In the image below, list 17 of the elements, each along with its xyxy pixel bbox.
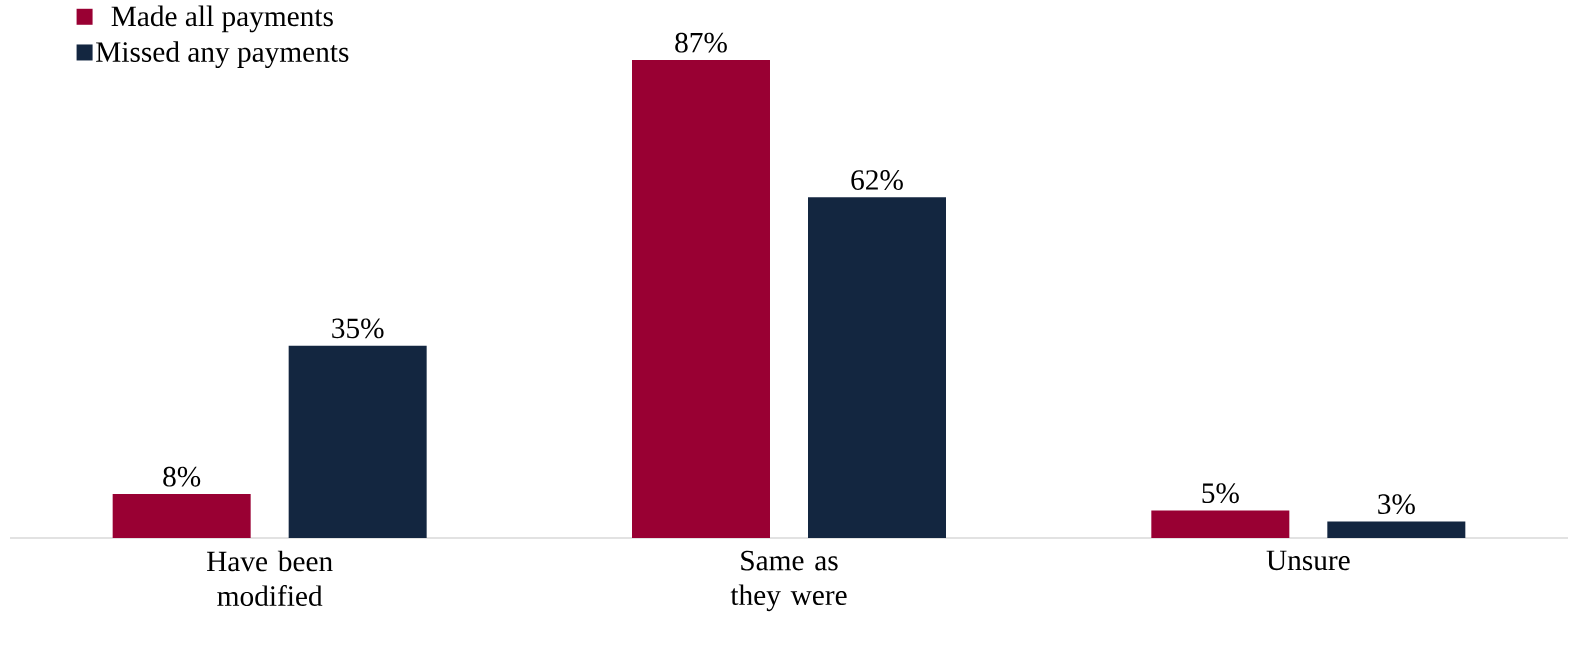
bar [1151, 510, 1290, 538]
bar [632, 60, 770, 538]
data-label: 8% [163, 466, 201, 487]
x-tick-label: Unsure [1266, 550, 1350, 571]
data-label: 87% [675, 32, 727, 53]
bar [1327, 521, 1466, 538]
legend-label: Made all payments [111, 5, 333, 33]
x-tick-label: Have been modified [206, 550, 333, 607]
bar [808, 197, 946, 538]
data-label: 3% [1378, 494, 1415, 515]
x-tick-label: Same as they were [730, 550, 847, 612]
data-label: 5% [1202, 483, 1239, 504]
bar [288, 345, 427, 538]
data-label: 35% [332, 318, 384, 339]
legend-label: Missed any payments [96, 41, 349, 68]
data-label: 62% [851, 170, 903, 190]
bar [112, 494, 251, 538]
